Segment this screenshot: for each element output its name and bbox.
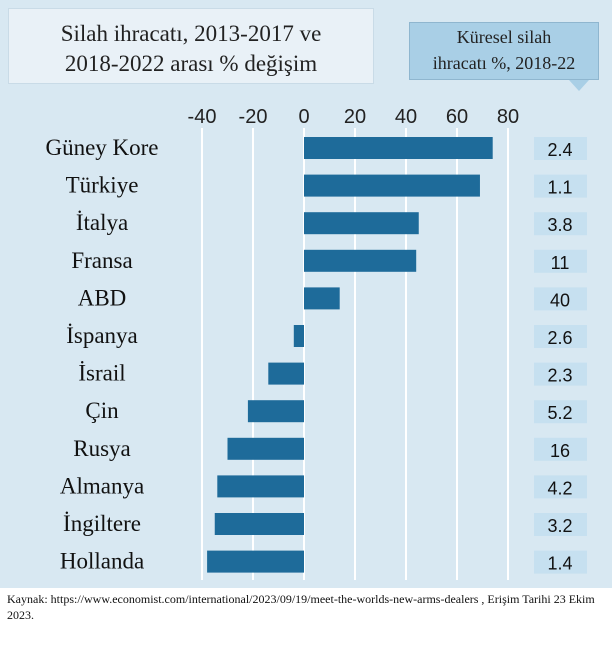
bar [304, 212, 419, 235]
bar [214, 513, 304, 535]
share-box [534, 362, 587, 386]
share-value: 3.2 [547, 516, 572, 536]
chart-title-line-1: Silah ihracatı, 2013-2017 ve [60, 21, 322, 46]
share-value: 1.1 [547, 178, 572, 198]
share-value: 16 [550, 441, 570, 461]
chart-title-box: Silah ihracatı, 2013-2017 ve 2018-2022 a… [8, 8, 374, 84]
share-box [534, 325, 587, 348]
bar-chart-svg: -40 -20 0 20 40 60 80 Güney Kore 2.4 Türkiye 1.1 İt… [45, 106, 587, 580]
x-tick-label: -40 [188, 106, 217, 128]
share-value: 4.2 [547, 478, 572, 498]
share-box [534, 513, 587, 536]
bar [304, 174, 480, 197]
category-label: Çin [85, 398, 119, 423]
category-label: İtalya [76, 210, 128, 235]
share-header-line-2: ihracatı %, 2018-22 [432, 53, 576, 73]
x-tick-label: 60 [446, 106, 468, 128]
category-label: ABD [78, 285, 127, 310]
share-box [534, 174, 587, 198]
bar [304, 249, 417, 272]
share-column-header: Küresel silah ihracatı %, 2018-22 [409, 22, 599, 80]
share-box [534, 400, 587, 424]
chart-figure: Silah ihracatı, 2013-2017 ve 2018-2022 a… [0, 0, 612, 588]
share-value: 1.4 [547, 554, 572, 574]
share-box [534, 287, 587, 311]
share-box [534, 475, 587, 499]
category-label: İsrail [78, 361, 125, 386]
bar [207, 550, 304, 573]
category-label: Türkiye [66, 173, 139, 198]
bar [227, 437, 304, 460]
x-tick-label: 40 [395, 106, 417, 128]
share-value: 3.8 [547, 215, 572, 235]
share-header-pointer [569, 80, 589, 91]
category-label: Hollanda [60, 549, 144, 574]
share-value: 2.4 [547, 140, 572, 160]
share-value: 40 [550, 290, 570, 310]
bar [268, 362, 304, 385]
category-label: Fransa [71, 248, 132, 273]
source-note: Kaynak: https://www.economist.com/intern… [7, 592, 595, 622]
share-box [534, 437, 587, 461]
share-value: 2.6 [547, 328, 572, 348]
bar [304, 287, 340, 310]
category-label: İngiltere [63, 511, 141, 536]
share-box [534, 212, 587, 236]
x-tick-label: 80 [497, 106, 519, 128]
share-value: 11 [551, 253, 570, 273]
x-tick-label: 20 [344, 106, 366, 128]
share-box [534, 550, 587, 574]
share-box [534, 249, 587, 273]
chart-title-line-2: 2018-2022 arası % değişim [64, 51, 318, 76]
category-label: Güney Kore [45, 135, 158, 160]
x-tick-label: 0 [298, 106, 309, 128]
bar [217, 475, 304, 498]
category-label: Almanya [60, 473, 144, 498]
bar [293, 325, 304, 347]
share-header-line-1: Küresel silah [456, 27, 552, 47]
share-value: 5.2 [547, 403, 572, 423]
category-label: İspanya [66, 323, 138, 348]
category-label: Rusya [73, 436, 131, 461]
bar [247, 400, 304, 423]
share-value: 2.3 [547, 366, 572, 386]
x-tick-label: -20 [239, 106, 268, 128]
share-box [534, 137, 587, 160]
bar [304, 137, 493, 159]
